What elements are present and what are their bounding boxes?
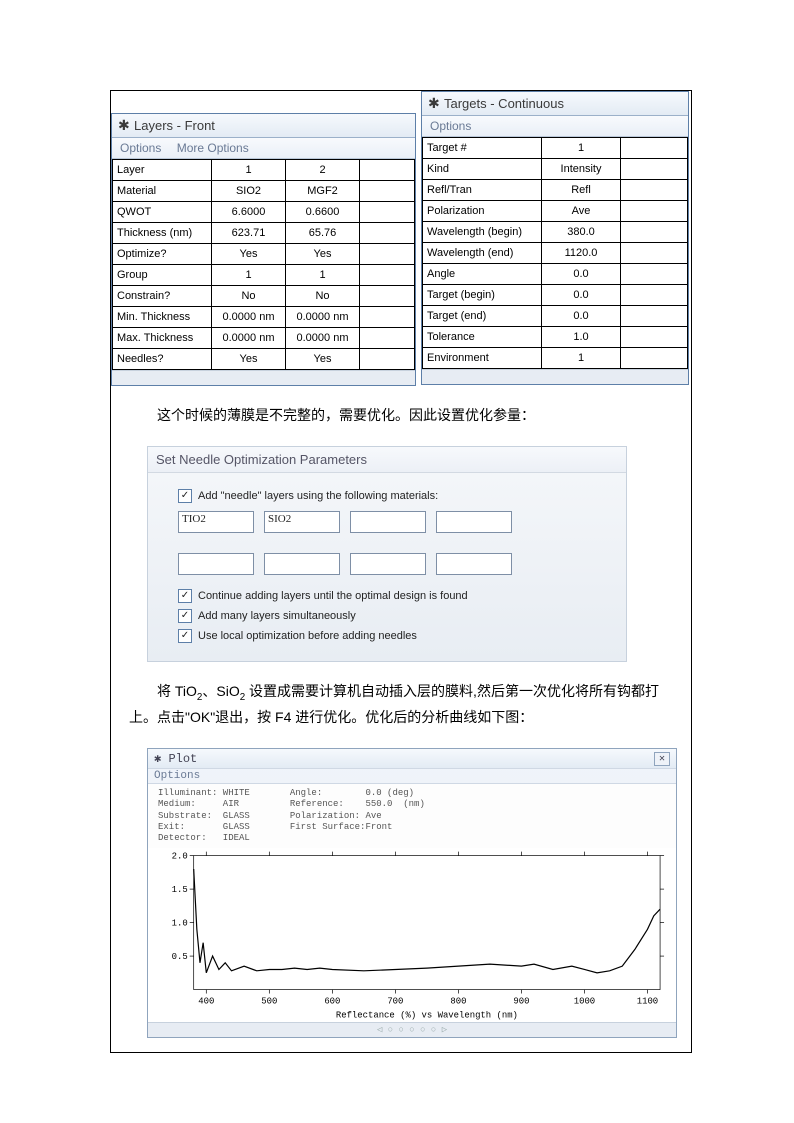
plot-bottom-bar[interactable]: ◁ ○ ○ ○ ○ ○ ▷ (148, 1022, 676, 1037)
layers-menu-options[interactable]: Options (120, 141, 161, 155)
svg-text:500: 500 (261, 997, 277, 1007)
opt2-label: Add many layers simultaneously (198, 610, 356, 622)
layers-table: Layer12MaterialSIO2MGF2QWOT6.60000.6600T… (112, 159, 415, 370)
table-row: Group11 (113, 265, 415, 286)
plot-info-right: Angle: 0.0 (deg) Reference: 550.0 (nm) P… (290, 788, 425, 844)
table-row: PolarizationAve (423, 201, 688, 222)
table-row: Layer12 (113, 160, 415, 181)
material-input[interactable] (350, 553, 426, 575)
svg-text:1100: 1100 (637, 997, 658, 1007)
layers-menu[interactable]: Options More Options (112, 138, 415, 159)
layers-window-title: ✱ Layers - Front (112, 114, 415, 138)
opt3-row[interactable]: ✓ Use local optimization before adding n… (178, 629, 614, 643)
snowflake-icon: ✱ (154, 752, 161, 766)
layers-window: ✱ Layers - Front Options More Options La… (111, 113, 416, 386)
add-needle-checkbox-row[interactable]: ✓ Add "needle" layers using the followin… (178, 489, 614, 503)
svg-text:1000: 1000 (574, 997, 595, 1007)
material-input[interactable] (436, 511, 512, 533)
checkbox-checked-icon[interactable]: ✓ (178, 629, 192, 643)
checkbox-checked-icon[interactable]: ✓ (178, 609, 192, 623)
material-input[interactable] (178, 553, 254, 575)
svg-text:800: 800 (450, 997, 466, 1007)
table-row: KindIntensity (423, 159, 688, 180)
table-row: Refl/TranRefl (423, 180, 688, 201)
close-icon[interactable]: ✕ (654, 752, 670, 766)
svg-text:1.5: 1.5 (172, 885, 188, 895)
material-input[interactable]: TIO2 (178, 511, 254, 533)
p2-b: 、SiO (202, 683, 239, 699)
checkbox-checked-icon[interactable]: ✓ (178, 589, 192, 603)
table-row: Target (end)0.0 (423, 306, 688, 327)
targets-menu-options[interactable]: Options (430, 119, 471, 133)
material-input[interactable] (350, 511, 426, 533)
material-input[interactable]: SIO2 (264, 511, 340, 533)
table-row: MaterialSIO2MGF2 (113, 181, 415, 202)
targets-table: Target #1KindIntensityRefl/TranReflPolar… (422, 137, 688, 369)
table-row: Wavelength (begin)380.0 (423, 222, 688, 243)
plot-menu-options[interactable]: Options (154, 770, 200, 782)
targets-scrollbar[interactable] (422, 369, 688, 384)
table-row: Target #1 (423, 138, 688, 159)
plot-window-titlebar: ✱ Plot ✕ (148, 749, 676, 768)
table-row: Optimize?YesYes (113, 244, 415, 265)
svg-text:400: 400 (198, 997, 214, 1007)
table-row: Constrain?NoNo (113, 286, 415, 307)
svg-text:Reflectance (%) vs Wavelengt: Reflectance (%) vs Wavelength (nm) (336, 1011, 518, 1021)
paragraph-1: 这个时候的薄膜是不完整的，需要优化。因此设置优化参量： (111, 400, 691, 432)
windows-row: ✱ Layers - Front Options More Options La… (111, 91, 691, 386)
layers-menu-more[interactable]: More Options (177, 141, 249, 155)
material-input[interactable] (436, 553, 512, 575)
table-row: Needles?YesYes (113, 349, 415, 370)
opt1-row[interactable]: ✓ Continue adding layers until the optim… (178, 589, 614, 603)
targets-window: ✱ Targets - Continuous Options Target #1… (421, 91, 689, 385)
table-row: Target (begin)0.0 (423, 285, 688, 306)
table-row: Min. Thickness0.0000 nm0.0000 nm (113, 307, 415, 328)
table-row: Angle0.0 (423, 264, 688, 285)
material-inputs: TIO2 SIO2 (178, 511, 614, 575)
table-row: Wavelength (end)1120.0 (423, 243, 688, 264)
snowflake-icon: ✱ (118, 117, 130, 134)
table-row: Tolerance1.0 (423, 327, 688, 348)
opt3-label: Use local optimization before adding nee… (198, 630, 417, 642)
targets-title-text: Targets - Continuous (444, 96, 564, 111)
plot-menu[interactable]: Options (148, 768, 676, 784)
svg-text:900: 900 (513, 997, 529, 1007)
svg-text:700: 700 (387, 997, 403, 1007)
table-row: Thickness (nm)623.7165.76 (113, 223, 415, 244)
needle-panel-body: ✓ Add "needle" layers using the followin… (148, 473, 626, 661)
checkbox-checked-icon[interactable]: ✓ (178, 489, 192, 503)
table-row: QWOT6.60000.6600 (113, 202, 415, 223)
needle-panel: Set Needle Optimization Parameters ✓ Add… (147, 446, 627, 662)
plot-title-text: Plot (168, 752, 197, 766)
document-frame: ✱ Layers - Front Options More Options La… (110, 90, 692, 1053)
plot-info-left: Illuminant: WHITE Medium: AIR Substrate:… (158, 788, 250, 844)
plot-area: 0.5 1.0 1.5 2.0 400 500 600 700 800 900 1000 1100 Re… (148, 848, 676, 1022)
layers-title-text: Layers - Front (134, 118, 215, 133)
material-input[interactable] (264, 553, 340, 575)
table-row: Environment1 (423, 348, 688, 369)
svg-text:0.5: 0.5 (172, 952, 188, 962)
opt2-row[interactable]: ✓ Add many layers simultaneously (178, 609, 614, 623)
p2-a: 将 TiO (157, 683, 197, 699)
plot-window: ✱ Plot ✕ Options Illuminant: WHITE Mediu… (147, 748, 677, 1038)
targets-window-title: ✱ Targets - Continuous (422, 92, 688, 116)
plot-info: Illuminant: WHITE Medium: AIR Substrate:… (148, 784, 676, 848)
table-row: Max. Thickness0.0000 nm0.0000 nm (113, 328, 415, 349)
svg-text:600: 600 (324, 997, 340, 1007)
targets-menu[interactable]: Options (422, 116, 688, 137)
snowflake-icon: ✱ (428, 95, 440, 112)
needle-panel-title: Set Needle Optimization Parameters (148, 447, 626, 473)
svg-text:1.0: 1.0 (172, 919, 188, 929)
svg-text:2.0: 2.0 (172, 852, 188, 862)
layers-scrollbar[interactable] (112, 370, 415, 385)
opt1-label: Continue adding layers until the optimal… (198, 590, 468, 602)
plot-chart: 0.5 1.0 1.5 2.0 400 500 600 700 800 900 1000 1100 Re… (154, 850, 670, 1020)
paragraph-2: 将 TiO2、SiO2 设置成需要计算机自动插入层的膜料,然后第一次优化将所有钩… (111, 676, 691, 734)
add-needle-label: Add "needle" layers using the following … (198, 490, 438, 502)
